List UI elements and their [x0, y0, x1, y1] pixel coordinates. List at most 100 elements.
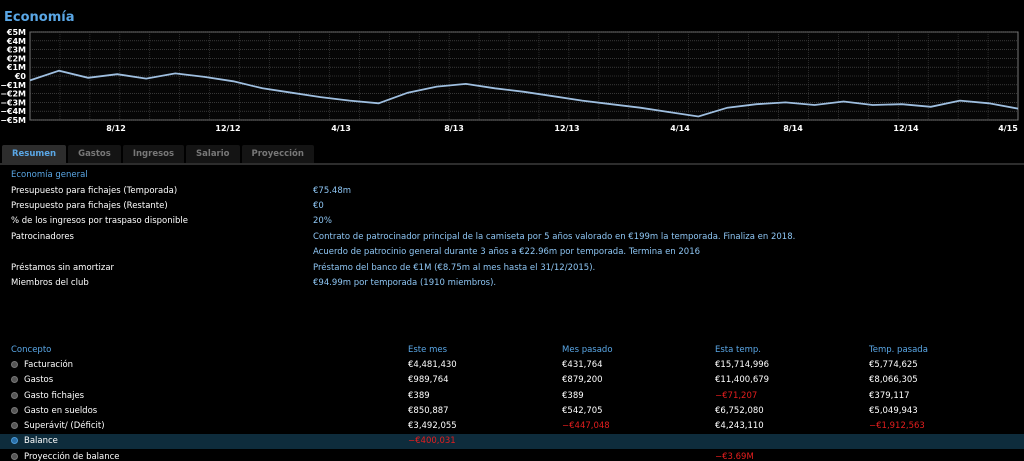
value-cell: €5,049,943 [869, 405, 918, 416]
value-cell: €15,714,996 [715, 359, 770, 370]
value-cell [562, 449, 715, 461]
value-cell [869, 433, 1024, 450]
finance-table: Concepto Este mes Mes pasado Esta temp. … [0, 342, 1024, 461]
tab-resumen[interactable]: Resumen [2, 145, 67, 163]
info-label: Presupuesto para fichajes (Restante) [11, 201, 168, 211]
x-tick-label: 12/14 [893, 124, 919, 133]
balance-line-chart: €5M€4M€3M€2M€1M€0−€1M−€2M−€3M−€4M−€5M 8/1… [0, 28, 1019, 133]
concept-label: Proyección de balance [24, 451, 120, 461]
tab-ingresos[interactable]: Ingresos [122, 145, 185, 163]
concept-cell: Gasto fichajes [0, 388, 408, 403]
value-cell: −€71,207 [715, 390, 758, 401]
value-cell: €389 [562, 390, 584, 401]
value-cell: €389 [408, 390, 430, 401]
y-tick-label: −€1M [0, 81, 26, 90]
value-cell: €4,243,110 [715, 421, 764, 432]
value-cell: €542,705 [562, 405, 603, 416]
page-title: Economía [4, 10, 75, 25]
row-selector-icon[interactable] [11, 360, 18, 368]
info-label: Patrocinadores [11, 232, 74, 242]
table-row[interactable]: Gasto en sueldos €850,887 €542,705 €6,752,0… [0, 403, 1024, 418]
x-tick-label: 4/14 [670, 124, 690, 133]
value-cell: €431,764 [562, 359, 603, 370]
concept-cell: Gasto en sueldos [0, 403, 408, 418]
value-cell: €11,400,679 [715, 375, 770, 386]
y-tick-label: −€2M [0, 90, 26, 99]
concept-cell: Balance [0, 433, 408, 450]
y-tick-label: −€4M [0, 107, 26, 116]
x-tick-label: 12/13 [554, 124, 579, 133]
info-label: Miembros del club [11, 278, 89, 288]
row-selector-icon[interactable] [11, 422, 18, 430]
finance-table-body: Facturación €4,481,430 €431,764 €15,714,996… [0, 357, 1024, 461]
concept-cell: Superávit/ (Déficit) [0, 418, 408, 433]
concept-label: Facturación [24, 359, 74, 370]
header-esta-temp[interactable]: Esta temp. [715, 344, 761, 355]
concept-cell: Facturación [0, 357, 408, 372]
row-selector-icon[interactable] [11, 406, 18, 414]
info-value: Préstamo del banco de €1M (€8.75m al mes… [313, 263, 596, 273]
y-tick-label: €5M [6, 28, 26, 37]
value-cell: €4,481,430 [408, 359, 457, 370]
value-cell: €379,117 [869, 390, 910, 401]
x-tick-label: 12/12 [215, 124, 240, 133]
value-cell: −€447,048 [562, 421, 610, 432]
value-cell [562, 433, 715, 450]
table-row[interactable]: Facturación €4,481,430 €431,764 €15,714,996… [0, 357, 1024, 372]
header-mes-pasado[interactable]: Mes pasado [562, 344, 613, 355]
header-concepto[interactable]: Concepto [11, 344, 52, 355]
info-label: Préstamos sin amortizar [11, 263, 115, 273]
value-cell: −€400,031 [408, 433, 562, 450]
x-tick-label: 8/12 [106, 124, 126, 133]
info-label: % de los ingresos por traspaso disponibl… [11, 216, 188, 226]
value-cell [408, 449, 562, 461]
tab-gastos[interactable]: Gastos [68, 145, 121, 163]
y-tick-label: €2M [6, 54, 26, 63]
table-row[interactable]: Gastos €989,764 €879,200 €11,400,679 €8,066,… [0, 373, 1024, 388]
row-selector-icon[interactable] [11, 437, 18, 445]
x-tick-label: 4/13 [331, 124, 351, 133]
table-row[interactable]: Balance −€400,031 [0, 433, 1024, 450]
tab-salario[interactable]: Salario [186, 145, 240, 163]
tab-bar: Resumen Gastos Ingresos Salario Proyecci… [2, 145, 316, 163]
info-label: Presupuesto para fichajes (Temporada) [11, 186, 178, 196]
info-value: €75.48m [313, 186, 352, 196]
y-tick-label: €0 [14, 72, 27, 81]
value-cell: €5,774,625 [869, 359, 918, 370]
value-cell: €8,066,305 [869, 375, 918, 386]
value-cell: €3,492,055 [408, 421, 457, 432]
info-value: €0 [313, 201, 324, 211]
info-value: Contrato de patrocinador principal de la… [313, 232, 796, 242]
table-row[interactable]: Superávit/ (Déficit) €3,492,055 −€447,048 €… [0, 418, 1024, 433]
concept-label: Gastos [24, 375, 54, 386]
value-cell: €6,752,080 [715, 405, 764, 416]
concept-label: Gasto en sueldos [24, 405, 98, 416]
row-selector-icon[interactable] [11, 376, 18, 384]
concept-cell: Gastos [0, 373, 408, 388]
table-row[interactable]: Proyección de balance −€3.69M [0, 449, 1024, 461]
y-tick-label: €3M [6, 46, 26, 55]
tab-proyeccion[interactable]: Proyección [241, 145, 314, 163]
x-tick-label: 4/15 [998, 124, 1018, 133]
value-cell [715, 433, 869, 450]
general-section-title: Economía general [11, 170, 88, 180]
value-cell: €879,200 [562, 375, 603, 386]
tab-divider [0, 163, 1024, 165]
info-value: 20% [313, 216, 332, 226]
value-cell: €989,764 [408, 375, 449, 386]
x-tick-label: 8/13 [444, 124, 464, 133]
info-value: Acuerdo de patrocinio general durante 3 … [313, 247, 701, 257]
concept-label: Superávit/ (Déficit) [24, 421, 105, 432]
y-tick-label: €4M [6, 37, 26, 46]
row-selector-icon[interactable] [11, 391, 18, 399]
header-este-mes[interactable]: Este mes [408, 344, 448, 355]
concept-label: Gasto fichajes [24, 390, 85, 401]
value-cell: −€1,912,563 [869, 421, 925, 432]
header-temp-pasada[interactable]: Temp. pasada [869, 344, 928, 355]
row-selector-icon[interactable] [11, 452, 18, 460]
info-value: €94.99m por temporada (1910 miembros). [313, 278, 497, 288]
concept-label: Balance [24, 436, 58, 447]
value-cell: −€3.69M [715, 451, 754, 461]
table-row[interactable]: Gasto fichajes €389 €389 −€71,207 €379,117 [0, 388, 1024, 403]
value-cell [869, 449, 1024, 461]
